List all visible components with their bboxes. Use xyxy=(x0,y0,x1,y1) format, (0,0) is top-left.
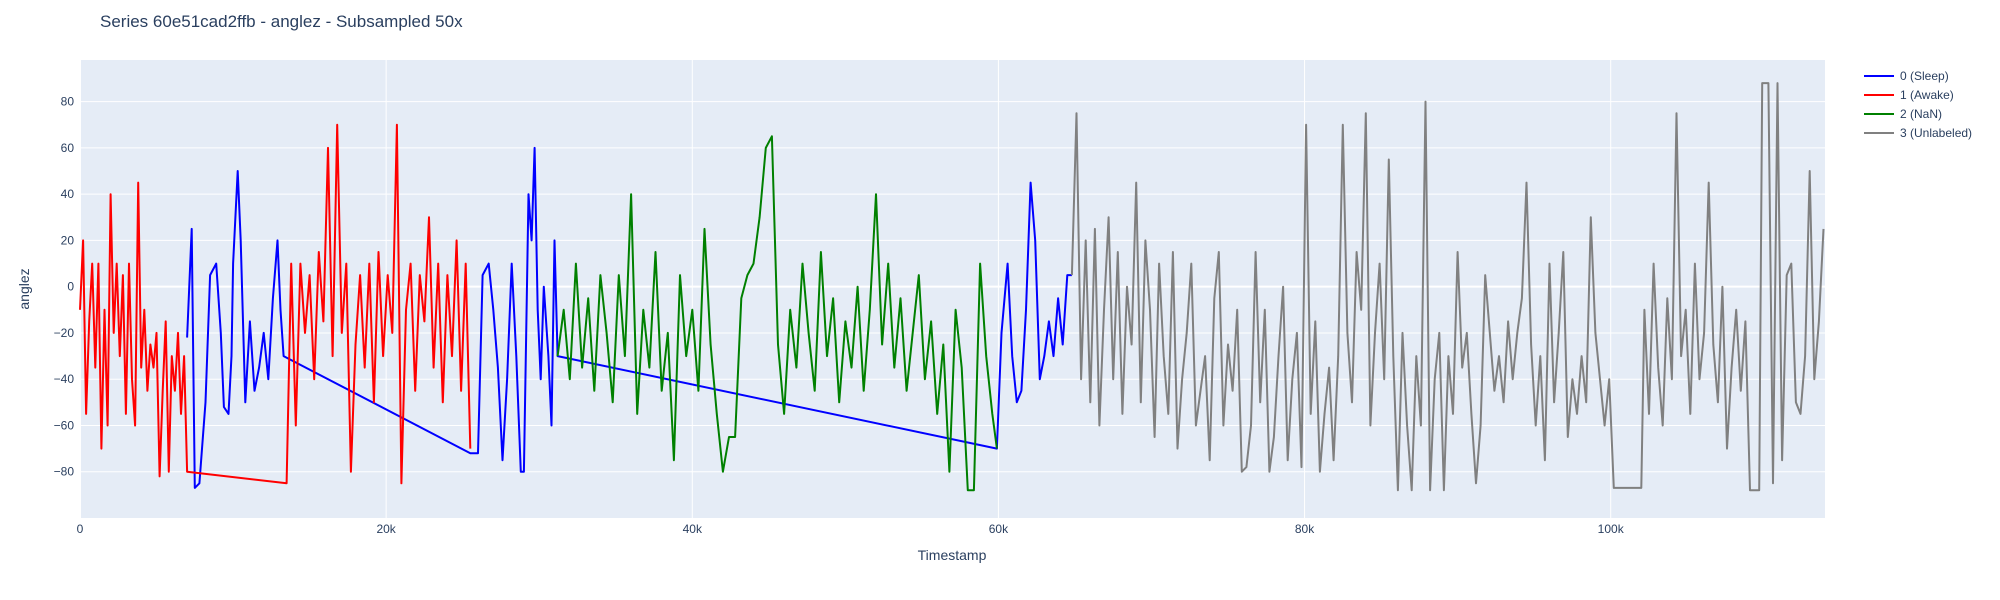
y-tick-label: 0 xyxy=(67,280,74,294)
x-tick-label: 100k xyxy=(1598,522,1625,536)
y-tick-labels: 80 60 40 20 0 −20 −40 −60 −80 xyxy=(54,95,75,479)
legend-label: 0 (Sleep) xyxy=(1900,68,1949,83)
legend-label: 2 (NaN) xyxy=(1900,106,1943,121)
x-tick-label: 40k xyxy=(683,522,703,536)
legend-swatch-unlabeled xyxy=(1864,131,1894,134)
series-line-awake[interactable] xyxy=(79,123,472,485)
series-lines xyxy=(79,82,1825,492)
y-tick-label: −40 xyxy=(54,372,75,386)
y-tick-label: 60 xyxy=(61,141,75,155)
y-tick-label: 20 xyxy=(61,233,75,247)
y-tick-label: 40 xyxy=(61,187,75,201)
x-axis-title: Timestamp xyxy=(918,547,987,563)
series-line-nan[interactable] xyxy=(556,135,998,492)
y-tick-label: 80 xyxy=(61,95,75,109)
legend-swatch-sleep xyxy=(1864,74,1894,77)
x-tick-labels: 0 20k 40k 60k 80k 100k xyxy=(77,522,1625,536)
y-tick-label: −20 xyxy=(54,326,75,340)
legend-swatch-awake xyxy=(1864,93,1894,96)
y-tick-label: −80 xyxy=(54,465,75,479)
legend-item-awake[interactable]: 1 (Awake) xyxy=(1864,85,1972,104)
y-tick-label: −60 xyxy=(54,418,75,432)
legend: 0 (Sleep) 1 (Awake) 2 (NaN) 3 (Unlabeled… xyxy=(1864,66,1972,142)
x-tick-label: 20k xyxy=(376,522,396,536)
y-axis-title: anglez xyxy=(16,268,32,309)
x-tick-label: 80k xyxy=(1295,522,1315,536)
chart-title: Series 60e51cad2ffb - anglez - Subsample… xyxy=(100,12,463,31)
legend-item-unlabeled[interactable]: 3 (Unlabeled) xyxy=(1864,123,1972,142)
legend-label: 3 (Unlabeled) xyxy=(1900,125,1973,140)
legend-item-nan[interactable]: 2 (NaN) xyxy=(1864,104,1972,123)
series-line-unlabeled[interactable] xyxy=(1070,82,1825,492)
legend-swatch-nan xyxy=(1864,112,1894,115)
series-line-sleep[interactable] xyxy=(186,146,1072,489)
x-tick-label: 0 xyxy=(77,522,84,536)
x-tick-label: 60k xyxy=(989,522,1009,536)
legend-item-sleep[interactable]: 0 (Sleep) xyxy=(1864,66,1972,85)
legend-label: 1 (Awake) xyxy=(1900,87,1954,102)
